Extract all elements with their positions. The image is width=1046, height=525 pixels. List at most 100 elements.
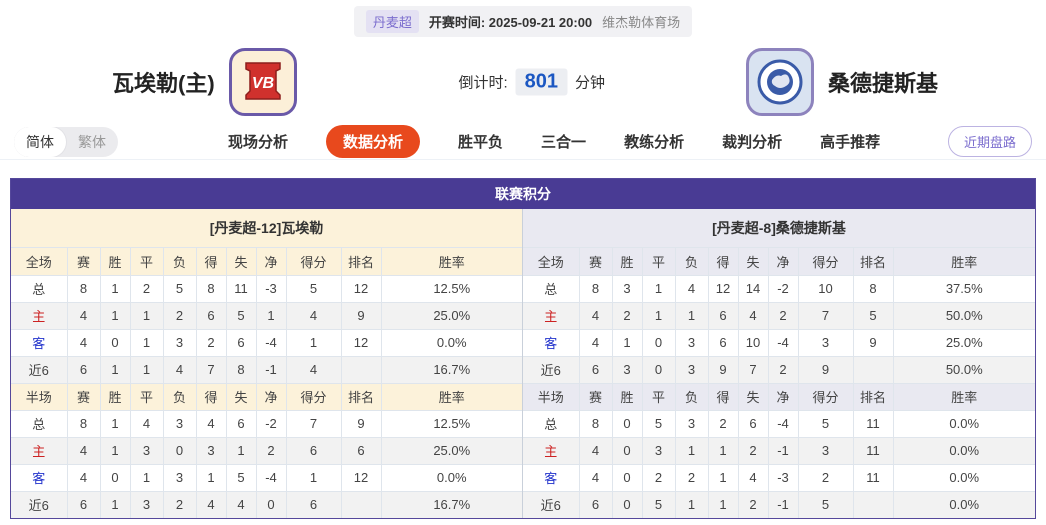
stat-cell: 1 bbox=[707, 463, 739, 492]
stat-cell: 1 bbox=[641, 274, 676, 303]
stat-cell: 37.5% bbox=[892, 274, 1036, 303]
team-section-title: [丹麦超-8]桑德捷斯基 bbox=[523, 209, 1035, 248]
row-label-home: 主 bbox=[522, 436, 580, 465]
countdown-value: 801 bbox=[515, 68, 568, 96]
column-header: 失 bbox=[225, 247, 257, 276]
league-badge[interactable]: 丹麦超 bbox=[365, 10, 419, 33]
stat-cell: 0 bbox=[611, 436, 643, 465]
language-toggle: 简体 繁体 bbox=[14, 126, 118, 157]
recent-trend-button[interactable]: 近期盘路 bbox=[947, 126, 1032, 157]
stat-cell: 4 bbox=[66, 301, 101, 330]
column-header: 得 bbox=[707, 247, 739, 276]
stat-cell: 14 bbox=[737, 274, 769, 303]
table-row: 总 8 3 1 4 12 14 -2 10 8 37.5% bbox=[522, 274, 1036, 303]
stat-cell: 1 bbox=[285, 328, 342, 357]
nav-tab[interactable]: 三合一 bbox=[541, 134, 587, 151]
nav-tab[interactable]: 高手推荐 bbox=[820, 134, 881, 151]
stat-cell bbox=[340, 355, 382, 384]
nav-tab[interactable]: 数据分析 bbox=[326, 125, 421, 158]
team-header-row: 瓦埃勒(主) VB 倒计时: 801 分钟 桑德捷斯基 bbox=[0, 40, 1046, 124]
stat-cell: 9 bbox=[340, 409, 382, 438]
stat-cell: 4 bbox=[66, 328, 101, 357]
countdown: 倒计时: 801 分钟 bbox=[458, 68, 605, 96]
stat-cell: 6 bbox=[225, 409, 257, 438]
stat-cell: 1 bbox=[99, 301, 131, 330]
lang-traditional-button[interactable]: 繁体 bbox=[78, 133, 106, 150]
column-header-row: 全场赛胜平负得失净得分 排名 胜率 bbox=[522, 247, 1036, 276]
team-section-title: [丹麦超-12]瓦埃勒 bbox=[11, 209, 522, 248]
column-header: 赛 bbox=[66, 247, 101, 276]
stat-cell: 12.5% bbox=[380, 274, 523, 303]
stat-cell: 16.7% bbox=[380, 355, 523, 384]
stat-cell: 0 bbox=[162, 436, 197, 465]
stat-cell: 4 bbox=[66, 436, 101, 465]
stat-cell: 6 bbox=[578, 355, 613, 384]
stat-cell: 12 bbox=[340, 328, 382, 357]
stat-cell bbox=[340, 490, 382, 519]
stat-cell: 12 bbox=[340, 274, 382, 303]
stat-cell: 4 bbox=[578, 436, 613, 465]
nav-tab[interactable]: 裁判分析 bbox=[722, 134, 783, 151]
stat-cell: 5 bbox=[641, 490, 676, 519]
table-row: 近6 6 1 3 2 4 4 0 6 16.7% bbox=[10, 490, 523, 519]
table-halves: [丹麦超-12]瓦埃勒 全场赛胜平负得失净得分 排名 胜率总 8 1 2 5 8 11 -3 5 12… bbox=[10, 209, 1036, 519]
svg-text:VB: VB bbox=[252, 75, 274, 92]
vb-shield-icon: VB bbox=[244, 62, 281, 100]
stat-cell: 4 bbox=[195, 490, 227, 519]
column-header: 半场 bbox=[522, 382, 580, 411]
stat-cell: 0 bbox=[255, 490, 287, 519]
table-row: 主 4 1 1 2 6 5 1 4 9 25.0% bbox=[10, 301, 523, 330]
table-row: 客 4 1 0 3 6 10 -4 3 9 25.0% bbox=[522, 328, 1036, 357]
stat-cell: 3 bbox=[797, 436, 854, 465]
stat-cell: 1 bbox=[674, 436, 709, 465]
stat-cell: 1 bbox=[255, 301, 287, 330]
stat-cell: 0.0% bbox=[892, 463, 1036, 492]
column-header: 胜 bbox=[99, 382, 131, 411]
stat-cell: -4 bbox=[767, 409, 799, 438]
stat-cell bbox=[852, 355, 894, 384]
column-header: 得 bbox=[195, 247, 227, 276]
stat-cell: 2 bbox=[767, 301, 799, 330]
row-label-total: 总 bbox=[10, 274, 68, 303]
stat-cell: 4 bbox=[285, 301, 342, 330]
countdown-label: 倒计时: bbox=[458, 74, 508, 92]
stat-cell: 3 bbox=[797, 328, 854, 357]
stat-cell: 2 bbox=[767, 355, 799, 384]
column-header: 全场 bbox=[10, 247, 68, 276]
stat-cell: 3 bbox=[674, 328, 709, 357]
row-label-recent: 近6 bbox=[522, 490, 580, 519]
table-row: 主 4 1 3 0 3 1 2 6 6 25.0% bbox=[10, 436, 523, 465]
stat-cell: 1 bbox=[285, 463, 342, 492]
nav-tab[interactable]: 现场分析 bbox=[228, 134, 289, 151]
stat-cell: 4 bbox=[674, 274, 709, 303]
stat-cell: 1 bbox=[99, 490, 131, 519]
column-header: 净 bbox=[255, 247, 287, 276]
nav-tab[interactable]: 教练分析 bbox=[624, 134, 685, 151]
row-label-recent: 近6 bbox=[10, 490, 68, 519]
stat-cell: 0 bbox=[611, 463, 643, 492]
stat-cell: 2 bbox=[737, 436, 769, 465]
stat-cell: -4 bbox=[255, 328, 287, 357]
stat-cell: 8 bbox=[66, 409, 101, 438]
stat-cell: -1 bbox=[767, 436, 799, 465]
stat-cell: 25.0% bbox=[380, 436, 523, 465]
lang-simplified-button[interactable]: 简体 bbox=[14, 126, 66, 157]
stat-cell: 6 bbox=[578, 490, 613, 519]
stat-cell: 5 bbox=[225, 301, 257, 330]
stat-cell: 6 bbox=[707, 328, 739, 357]
stat-cell: 1 bbox=[611, 328, 643, 357]
stat-cell: 3 bbox=[162, 409, 197, 438]
stat-cell: 5 bbox=[797, 490, 854, 519]
stat-cell: 0 bbox=[611, 490, 643, 519]
table-row: 客 4 0 1 3 1 5 -4 1 12 0.0% bbox=[10, 463, 523, 492]
stat-cell: 2 bbox=[707, 409, 739, 438]
row-label-away: 客 bbox=[10, 463, 68, 492]
stat-cell: 5 bbox=[225, 463, 257, 492]
table-row: 近6 6 3 0 3 9 7 2 9 50.0% bbox=[522, 355, 1036, 384]
stat-cell: 7 bbox=[797, 301, 854, 330]
stat-cell: 8 bbox=[225, 355, 257, 384]
column-header: 得分 bbox=[797, 382, 854, 411]
nav-tab[interactable]: 胜平负 bbox=[458, 134, 504, 151]
stat-cell: 12 bbox=[340, 463, 382, 492]
stat-cell: 0.0% bbox=[892, 409, 1036, 438]
